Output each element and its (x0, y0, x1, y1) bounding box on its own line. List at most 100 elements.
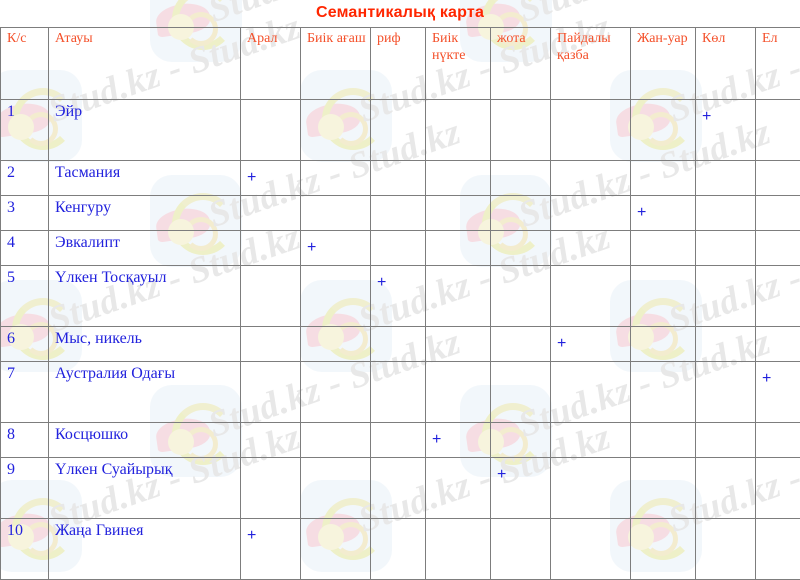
cell-mark-tall-tree (301, 423, 371, 458)
cell-mark-ridge (491, 100, 551, 161)
cell-index: 5 (1, 266, 49, 327)
cell-name: Кенгуру (49, 196, 241, 231)
cell-mark-tall-tree (301, 327, 371, 362)
cell-mark-island (241, 362, 301, 423)
cell-mark-animal (631, 423, 696, 458)
cell-mark-ridge (491, 362, 551, 423)
cell-mark-animal (631, 362, 696, 423)
cell-mark-reef (371, 423, 426, 458)
cell-mark-animal (631, 266, 696, 327)
cell-mark-reef (371, 519, 426, 580)
cell-mark-tall-tree (301, 362, 371, 423)
cell-mark-animal (631, 327, 696, 362)
cell-mark-island (241, 423, 301, 458)
plus-mark: + (247, 163, 256, 187)
cell-mark-reef (371, 327, 426, 362)
cell-mark-ridge (491, 161, 551, 196)
cell-mark-reef (371, 100, 426, 161)
cell-name: Мыс, никель (49, 327, 241, 362)
column-header-country: Ел (756, 28, 800, 100)
cell-name: Тасмания (49, 161, 241, 196)
cell-mark-high-point (426, 100, 491, 161)
column-header-index: К/с (1, 28, 49, 100)
cell-mark-tall-tree (301, 519, 371, 580)
cell-name: Аустралия Одағы (49, 362, 241, 423)
cell-index: 10 (1, 519, 49, 580)
cell-index: 4 (1, 231, 49, 266)
cell-mark-high-point (426, 266, 491, 327)
cell-mark-high-point (426, 231, 491, 266)
cell-mark-mineral (551, 266, 631, 327)
cell-mark-animal: + (631, 196, 696, 231)
cell-mark-reef (371, 231, 426, 266)
cell-mark-reef (371, 196, 426, 231)
cell-index: 1 (1, 100, 49, 161)
cell-mark-tall-tree (301, 266, 371, 327)
cell-mark-reef (371, 362, 426, 423)
cell-mark-country (756, 196, 800, 231)
cell-index: 8 (1, 423, 49, 458)
plus-mark: + (307, 233, 316, 257)
plus-mark: + (702, 102, 711, 126)
cell-mark-country (756, 161, 800, 196)
cell-mark-island (241, 231, 301, 266)
cell-name: Үлкен Суайырық (49, 458, 241, 519)
cell-mark-lake (696, 519, 756, 580)
column-header-high-point: Биік нүкте (426, 28, 491, 100)
cell-mark-island (241, 458, 301, 519)
cell-mark-island (241, 327, 301, 362)
cell-mark-lake (696, 327, 756, 362)
cell-mark-mineral (551, 458, 631, 519)
cell-mark-country (756, 519, 800, 580)
cell-mark-mineral (551, 519, 631, 580)
cell-mark-mineral (551, 362, 631, 423)
plus-mark: + (432, 425, 441, 449)
column-header-reef: риф (371, 28, 426, 100)
cell-mark-lake (696, 231, 756, 266)
cell-mark-country (756, 423, 800, 458)
cell-name: Эйр (49, 100, 241, 161)
column-header-island: Арал (241, 28, 301, 100)
cell-mark-island: + (241, 519, 301, 580)
cell-index: 3 (1, 196, 49, 231)
column-header-animal: Жан-уар (631, 28, 696, 100)
cell-mark-animal (631, 161, 696, 196)
cell-mark-animal (631, 458, 696, 519)
cell-mark-lake (696, 362, 756, 423)
cell-mark-ridge (491, 266, 551, 327)
cell-mark-country: + (756, 362, 800, 423)
cell-index: 6 (1, 327, 49, 362)
cell-mark-lake (696, 423, 756, 458)
cell-mark-animal (631, 519, 696, 580)
cell-mark-reef: + (371, 266, 426, 327)
cell-mark-mineral (551, 100, 631, 161)
cell-mark-lake (696, 161, 756, 196)
cell-mark-ridge (491, 423, 551, 458)
cell-index: 7 (1, 362, 49, 423)
cell-mark-tall-tree (301, 100, 371, 161)
cell-mark-lake (696, 458, 756, 519)
cell-mark-animal (631, 100, 696, 161)
plus-mark: + (557, 329, 566, 353)
cell-index: 2 (1, 161, 49, 196)
plus-mark: + (377, 268, 386, 292)
cell-mark-island (241, 196, 301, 231)
column-header-lake: Көл (696, 28, 756, 100)
cell-mark-lake: + (696, 100, 756, 161)
cell-mark-high-point (426, 327, 491, 362)
cell-mark-high-point (426, 519, 491, 580)
cell-mark-country (756, 100, 800, 161)
cell-name: Эвкалипт (49, 231, 241, 266)
plus-mark: + (497, 460, 506, 484)
cell-name: Үлкен Тосқауыл (49, 266, 241, 327)
cell-mark-animal (631, 231, 696, 266)
